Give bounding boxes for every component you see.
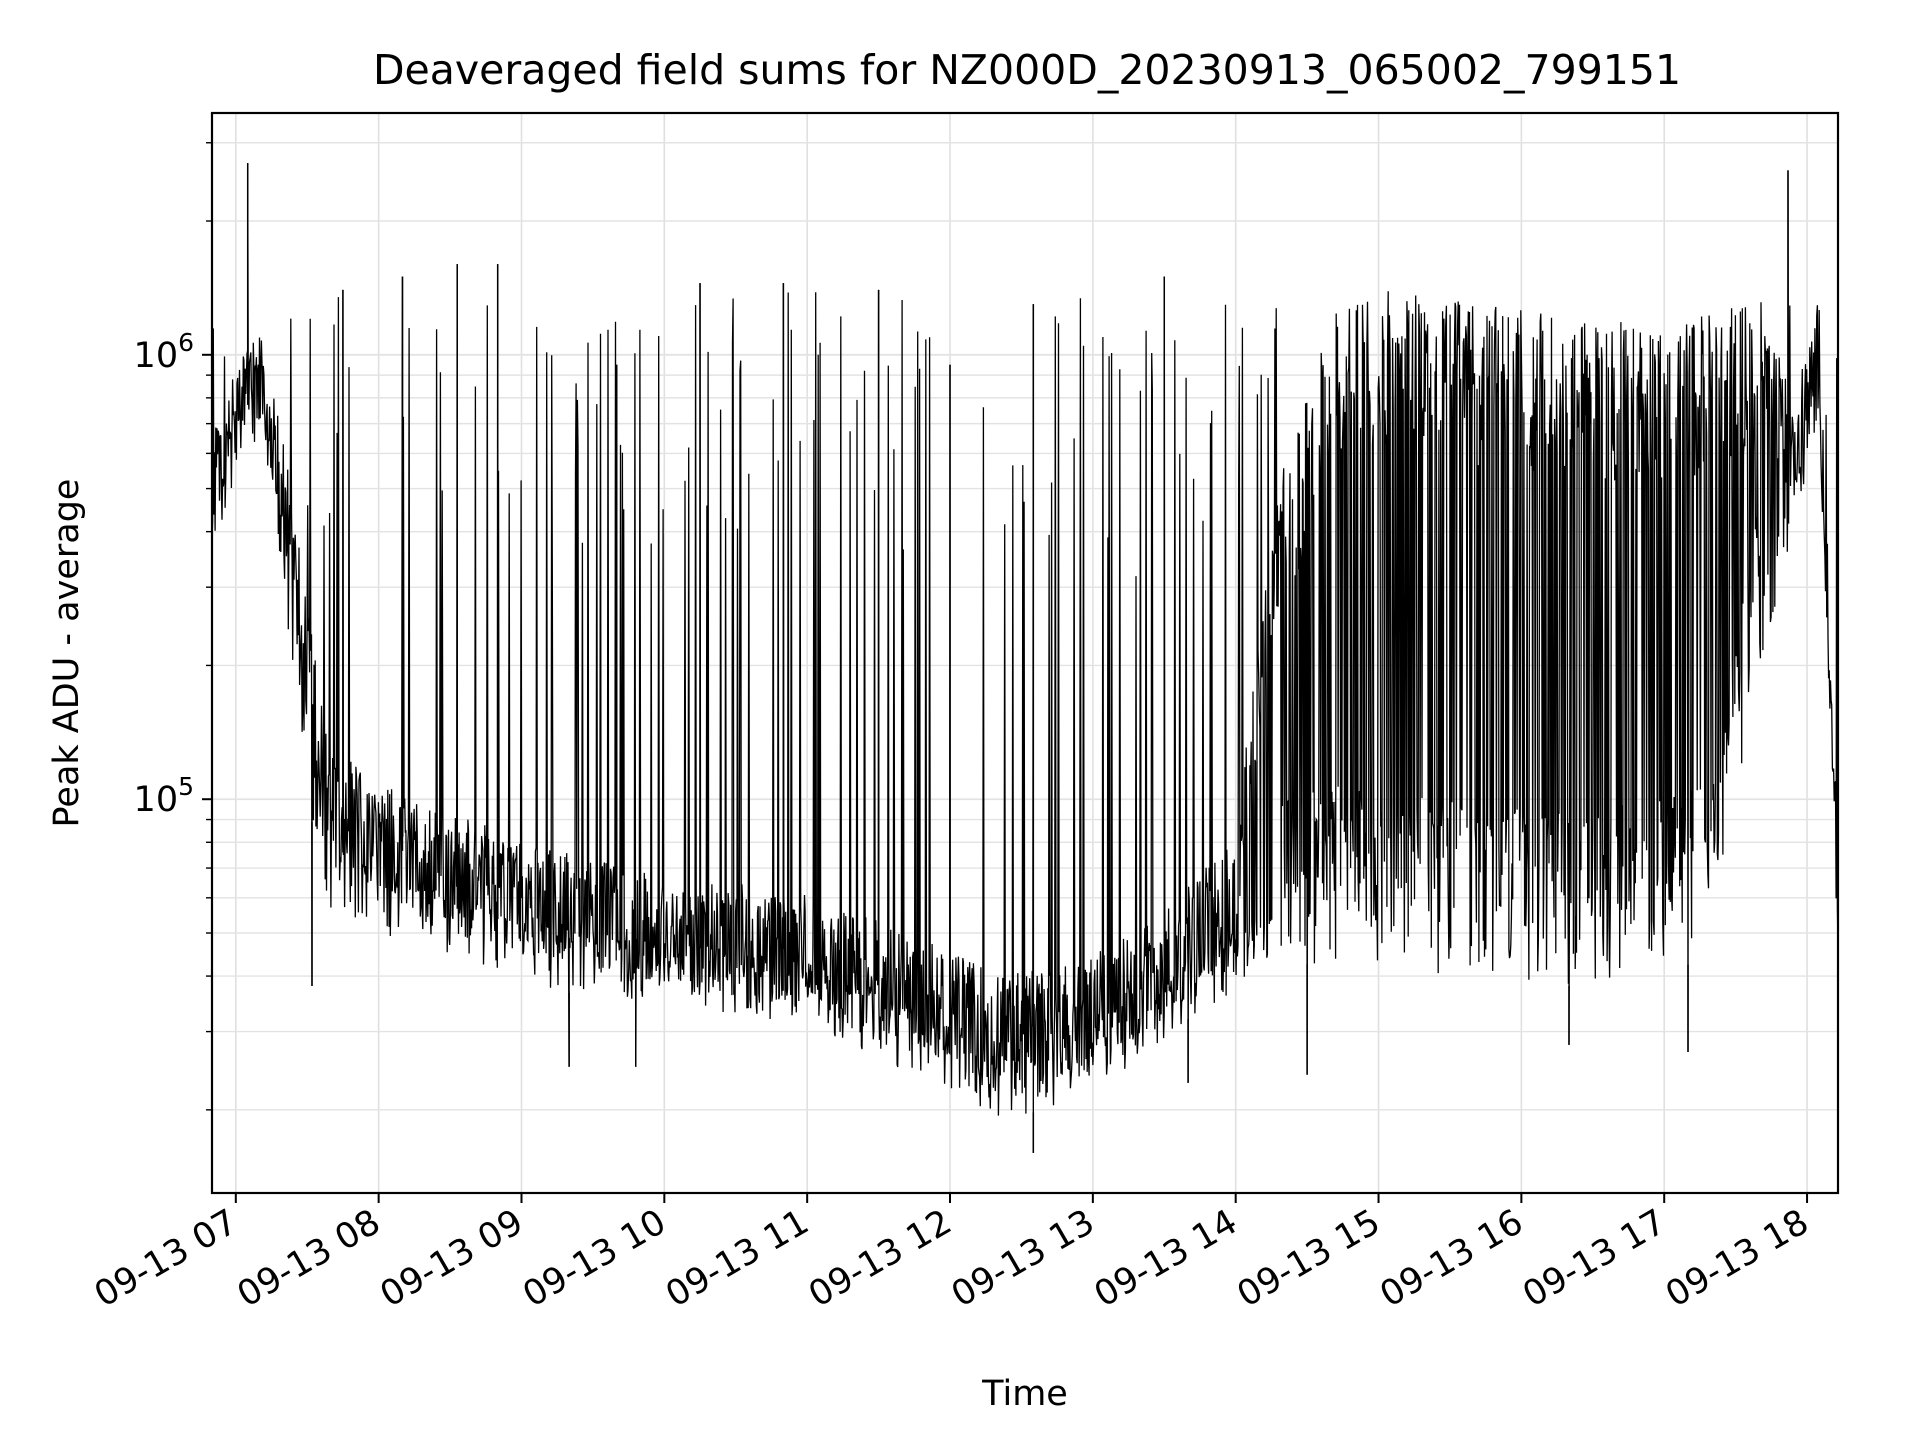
y-axis: 105 106 [134, 142, 212, 1111]
chart-title: Deaveraged field sums for NZ000D_2023091… [373, 46, 1681, 94]
series-line [211, 163, 1839, 1153]
plot-frame [210, 111, 1840, 1195]
y-axis-label: Peak ADU - average [47, 479, 87, 828]
series-layer [211, 163, 1839, 1153]
y-tick-label: 106 [134, 328, 194, 376]
x-axis-label: Time [981, 1374, 1068, 1414]
y-tick-label: 105 [134, 772, 194, 820]
